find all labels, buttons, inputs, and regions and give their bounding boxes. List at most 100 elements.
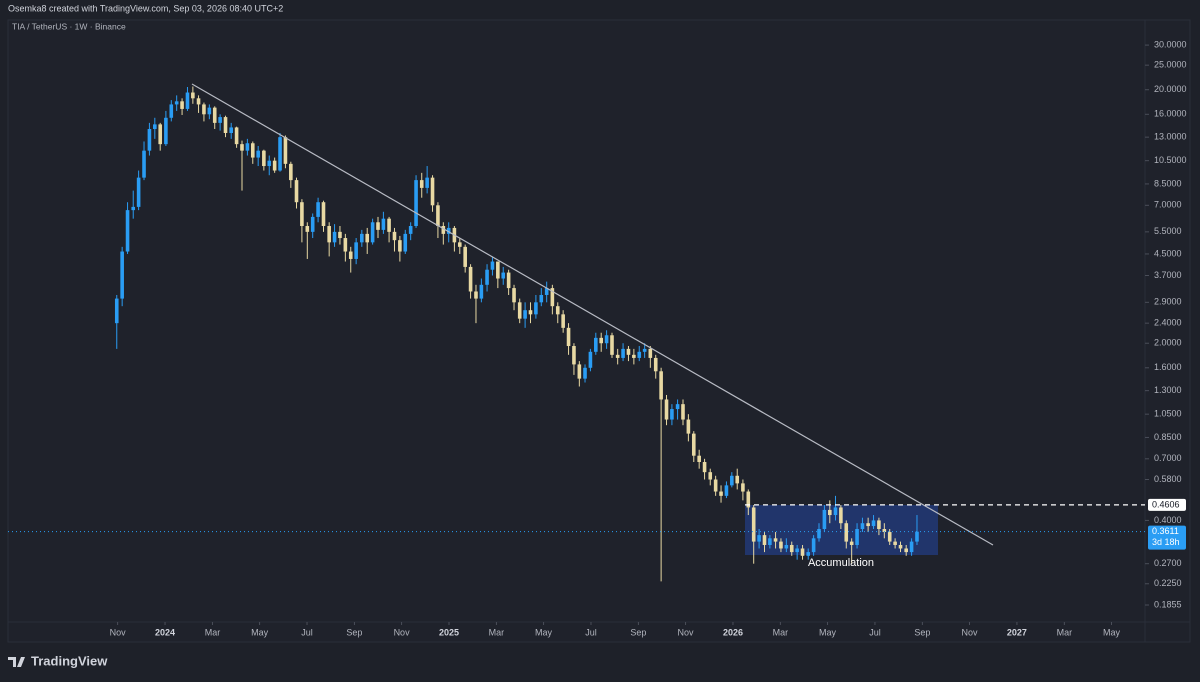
y-tick-label: 4.5000 — [1154, 248, 1182, 258]
candle-body — [539, 294, 544, 303]
candle-body — [164, 117, 168, 145]
candle-body — [751, 507, 756, 542]
candle-body — [158, 124, 163, 145]
candle-body — [327, 226, 331, 243]
x-tick-label: May — [251, 627, 269, 637]
candle-body — [762, 535, 767, 545]
candle-body — [670, 409, 674, 420]
candle-body — [506, 272, 511, 289]
candle-body — [278, 137, 282, 171]
x-tick-label: Mar — [489, 627, 505, 637]
y-tick-label: 25.0000 — [1154, 60, 1187, 70]
candle-body — [653, 357, 658, 372]
candle-body — [789, 544, 794, 553]
candle-body — [588, 351, 593, 368]
y-tick-label: 0.4000 — [1154, 515, 1182, 525]
candle-body — [544, 288, 549, 295]
candle-body — [844, 523, 849, 542]
candle-body — [436, 205, 440, 227]
candle-body — [594, 337, 598, 352]
x-tick-label: May — [535, 627, 553, 637]
candle-body — [871, 520, 876, 527]
candle-body — [773, 538, 778, 542]
candle-body — [637, 351, 642, 358]
candle-body — [196, 98, 201, 105]
candle-body — [212, 107, 217, 123]
candle-body — [555, 306, 560, 315]
trendline — [191, 83, 994, 546]
price-line-label-box — [1148, 498, 1186, 511]
y-tick-label: 7.0000 — [1154, 200, 1182, 210]
candle-body — [425, 177, 429, 188]
y-tick-label: 20.0000 — [1154, 84, 1187, 94]
last-price-label: 0.3611 — [1152, 526, 1179, 536]
candle-body — [909, 541, 914, 553]
candle-body — [360, 233, 364, 243]
candle-body — [827, 509, 832, 516]
x-tick-label: Nov — [110, 627, 127, 637]
y-tick-label: 10.5000 — [1154, 155, 1187, 165]
candle-body — [240, 144, 244, 151]
candle-body — [310, 216, 315, 232]
candle-body — [675, 404, 680, 410]
candle-body — [887, 532, 892, 542]
candle-body — [202, 104, 206, 115]
candle-body — [262, 150, 266, 167]
candle-body — [512, 288, 516, 303]
candle-body — [915, 531, 919, 542]
candle-body — [839, 507, 843, 524]
y-tick-label: 3.7000 — [1154, 270, 1182, 280]
candle-body — [833, 507, 838, 516]
candle-body — [686, 419, 691, 434]
candle-body — [681, 404, 685, 420]
candle-body — [256, 150, 260, 158]
candle-body — [316, 202, 320, 217]
candle-body — [474, 291, 478, 299]
symbol-title: TIA / TetherUS · 1W · Binance — [12, 21, 126, 31]
candle-body — [120, 251, 124, 299]
candle-body — [223, 117, 228, 133]
x-tick-label: Nov — [962, 627, 979, 637]
x-tick-label: May — [1103, 627, 1121, 637]
candle-body — [332, 231, 337, 243]
candle-body — [457, 242, 462, 247]
candle-body — [697, 455, 701, 462]
candle-body — [408, 226, 413, 234]
candle-body — [174, 101, 179, 105]
candle-body — [338, 231, 342, 239]
candle-body — [719, 491, 723, 496]
candle-body — [615, 354, 620, 358]
y-tick-label: 2.0000 — [1154, 338, 1182, 348]
candle-body — [534, 302, 538, 315]
candle-body — [294, 180, 299, 203]
candle-body — [468, 266, 473, 292]
candle-body — [283, 137, 288, 164]
candle-body — [517, 302, 522, 319]
x-tick-label: Jul — [301, 627, 313, 637]
candle-body — [125, 210, 130, 252]
candle-body — [392, 231, 397, 241]
y-tick-label: 0.2700 — [1154, 558, 1182, 568]
candle-body — [136, 177, 141, 207]
candle-body — [708, 472, 713, 480]
candle-body — [648, 348, 653, 358]
candle-body — [768, 538, 772, 545]
candle-body — [817, 529, 821, 539]
y-tick-label: 1.0500 — [1154, 409, 1182, 419]
y-tick-label: 1.6000 — [1154, 362, 1182, 372]
candle-body — [365, 233, 370, 243]
candle-body — [218, 117, 222, 123]
candle-body — [485, 269, 489, 285]
candle-body — [441, 226, 446, 234]
y-tick-label: 30.0000 — [1154, 39, 1187, 49]
candle-body — [430, 177, 435, 206]
candle-body — [147, 128, 152, 151]
x-tick-label: Jul — [585, 627, 597, 637]
candle-body — [610, 335, 614, 355]
x-tick-label: Sep — [630, 627, 646, 637]
y-tick-label: 0.1855 — [1154, 599, 1182, 609]
annotation-text: Accumulation — [808, 557, 874, 569]
candle-body — [185, 92, 190, 109]
y-tick-label: 8.5000 — [1154, 178, 1182, 188]
